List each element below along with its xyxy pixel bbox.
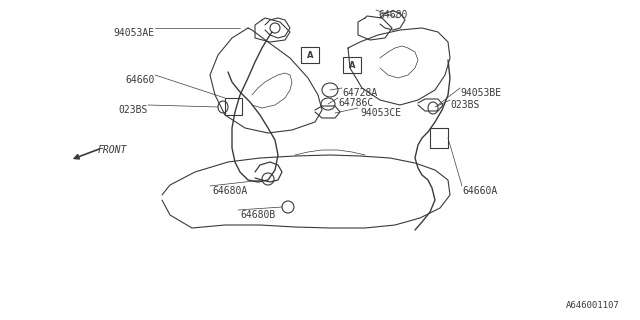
Text: A: A [349, 60, 355, 69]
Text: 64680A: 64680A [212, 186, 247, 196]
Text: 64786C: 64786C [338, 98, 373, 108]
Text: 64660A: 64660A [462, 186, 497, 196]
Text: FRONT: FRONT [98, 145, 127, 155]
Text: 023BS: 023BS [118, 105, 148, 115]
Text: 64660: 64660 [125, 75, 155, 85]
Bar [343, 57, 361, 73]
Text: 94053CE: 94053CE [360, 108, 401, 118]
Bar [301, 47, 319, 63]
Text: A646001107: A646001107 [566, 301, 620, 310]
Text: 94053AE: 94053AE [114, 28, 155, 38]
Text: 64680: 64680 [378, 10, 408, 20]
Text: 64680B: 64680B [240, 210, 275, 220]
Text: 023BS: 023BS [450, 100, 479, 110]
Text: A: A [307, 51, 313, 60]
Text: 94053BE: 94053BE [460, 88, 501, 98]
Text: 64728A: 64728A [342, 88, 377, 98]
